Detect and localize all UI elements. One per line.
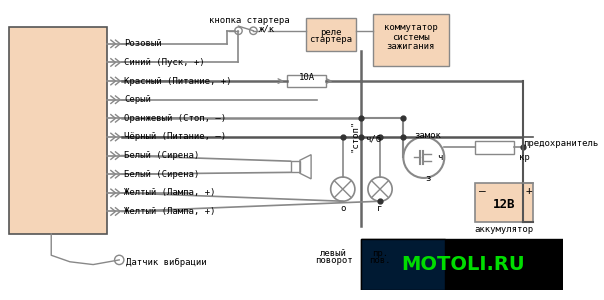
FancyBboxPatch shape: [9, 27, 107, 234]
Text: –: –: [479, 186, 486, 196]
Text: ч/б: ч/б: [365, 134, 381, 143]
Text: Чёрный (Питание, –): Чёрный (Питание, –): [124, 133, 226, 142]
Text: MOTOLI.RU: MOTOLI.RU: [401, 255, 525, 274]
FancyBboxPatch shape: [291, 161, 300, 172]
Text: г: г: [378, 204, 383, 213]
Text: Синий (Пуск, +): Синий (Пуск, +): [124, 58, 205, 67]
Text: левый: левый: [320, 249, 347, 258]
Text: Красный (Питание, +): Красный (Питание, +): [124, 76, 231, 85]
Text: Розовый: Розовый: [124, 39, 161, 48]
Text: пов.: пов.: [369, 256, 391, 265]
Text: Серый: Серый: [124, 95, 151, 104]
Text: Белый (Сирена): Белый (Сирена): [124, 151, 199, 160]
Text: Белый (Сирена): Белый (Сирена): [124, 170, 199, 179]
Text: зажигания: зажигания: [387, 42, 435, 51]
Text: о: о: [340, 204, 345, 213]
Text: 12В: 12В: [493, 197, 515, 211]
Text: кнопка стартера: кнопка стартера: [210, 16, 290, 25]
Text: Желтый (Лампа, +): Желтый (Лампа, +): [124, 188, 215, 197]
Text: предохранитель: предохранитель: [524, 139, 599, 148]
FancyBboxPatch shape: [475, 141, 514, 154]
Text: Желтый (Лампа, +): Желтый (Лампа, +): [124, 207, 215, 216]
Text: ж/к: ж/к: [259, 24, 275, 33]
Text: Оранжевый (Стоп, –): Оранжевый (Стоп, –): [124, 114, 226, 123]
Text: з: з: [426, 174, 431, 183]
Text: 10А: 10А: [298, 73, 315, 82]
FancyBboxPatch shape: [306, 18, 356, 51]
FancyBboxPatch shape: [361, 239, 445, 290]
Text: +: +: [525, 186, 532, 196]
Text: реле: реле: [320, 28, 341, 37]
FancyBboxPatch shape: [475, 183, 533, 222]
Text: стартера: стартера: [309, 35, 352, 44]
Text: системы: системы: [392, 33, 429, 42]
Text: Датчик вибрации: Датчик вибрации: [126, 258, 207, 267]
Text: замок: замок: [414, 131, 442, 140]
Text: аккумулятор: аккумулятор: [474, 225, 533, 234]
Text: кр: кр: [519, 153, 530, 162]
Text: пр.: пр.: [372, 249, 388, 258]
FancyBboxPatch shape: [373, 14, 449, 66]
FancyBboxPatch shape: [287, 76, 326, 87]
Text: ч: ч: [437, 153, 442, 162]
Text: поворот: поворот: [315, 256, 352, 265]
Text: "стоп": "стоп": [350, 120, 359, 152]
Text: коммутатор: коммутатор: [384, 23, 438, 32]
FancyBboxPatch shape: [361, 239, 562, 290]
